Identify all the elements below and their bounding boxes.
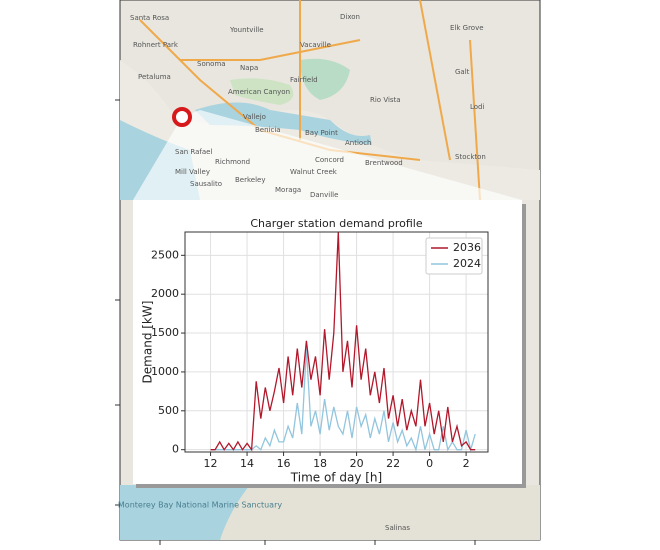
legend-label: 2024 — [453, 257, 481, 270]
map-label: Concord — [315, 156, 344, 164]
map-label: Antioch — [345, 139, 371, 147]
y-tick-label: 2000 — [151, 287, 179, 300]
map-water — [120, 485, 250, 540]
x-tick-label: 12 — [204, 457, 218, 470]
x-tick-label: 0 — [426, 457, 433, 470]
y-tick-label: 0 — [172, 443, 179, 456]
map-label: Monterey Bay National Marine Sanctuary — [118, 501, 282, 510]
map-label: Moraga — [275, 186, 301, 194]
y-tick-label: 500 — [158, 404, 179, 417]
map-label: Stockton — [455, 153, 486, 161]
map-wetland — [230, 78, 294, 105]
x-tick-label: 2 — [463, 457, 470, 470]
x-axis-label: Time of day [h] — [290, 471, 382, 485]
map-label: Walnut Creek — [290, 168, 338, 176]
plot-frame — [184, 231, 489, 453]
map-label: Petaluma — [138, 73, 171, 81]
legend — [425, 237, 483, 275]
map-label: Mill Valley — [175, 168, 210, 176]
map-label: Salinas — [385, 524, 410, 532]
map-label: Elk Grove — [450, 24, 484, 32]
map-label: Bay Point — [305, 129, 338, 137]
map-label: Vallejo — [243, 113, 266, 121]
map-label: Sausalito — [190, 180, 222, 188]
map-label: Brentwood — [365, 159, 403, 167]
location-marker — [172, 107, 192, 127]
map-label: Vacaville — [300, 41, 331, 49]
x-tick-label: 22 — [386, 457, 400, 470]
y-tick-label: 2500 — [151, 248, 179, 261]
x-tick-label: 18 — [313, 457, 327, 470]
x-tick-label: 14 — [240, 457, 254, 470]
y-tick-label: 1500 — [151, 326, 179, 339]
map-label: Rohnert Park — [133, 41, 179, 49]
map-label: Fairfield — [290, 76, 318, 84]
map-label: Berkeley — [235, 176, 266, 184]
legend-label: 2036 — [453, 241, 481, 254]
y-tick-label: 1000 — [151, 365, 179, 378]
map-label: Napa — [240, 64, 258, 72]
chart-title: Charger station demand profile — [250, 217, 422, 230]
map-label: San Rafael — [175, 148, 212, 156]
zoom-wedge — [133, 110, 522, 200]
map-label: Richmond — [215, 158, 250, 166]
map-label: Yountville — [229, 26, 264, 34]
y-axis-label: Demand [kW] — [141, 301, 155, 384]
map-label: Lodi — [470, 103, 485, 111]
map-label: Santa Rosa — [130, 14, 169, 22]
map-label: American Canyon — [228, 88, 290, 96]
series-line — [210, 348, 476, 453]
x-tick-label: 20 — [350, 457, 364, 470]
x-tick-label: 16 — [277, 457, 291, 470]
map-label: Rio Vista — [370, 96, 401, 104]
series-line — [210, 231, 476, 452]
map-ticks — [115, 99, 476, 545]
map-land — [220, 485, 540, 540]
map-label: Danville — [310, 191, 338, 199]
map-label: Benicia — [255, 126, 281, 134]
map-label: Dixon — [340, 13, 360, 21]
map-wetland — [300, 58, 350, 100]
map-label: Sonoma — [197, 60, 226, 68]
map-label: Galt — [455, 68, 470, 76]
